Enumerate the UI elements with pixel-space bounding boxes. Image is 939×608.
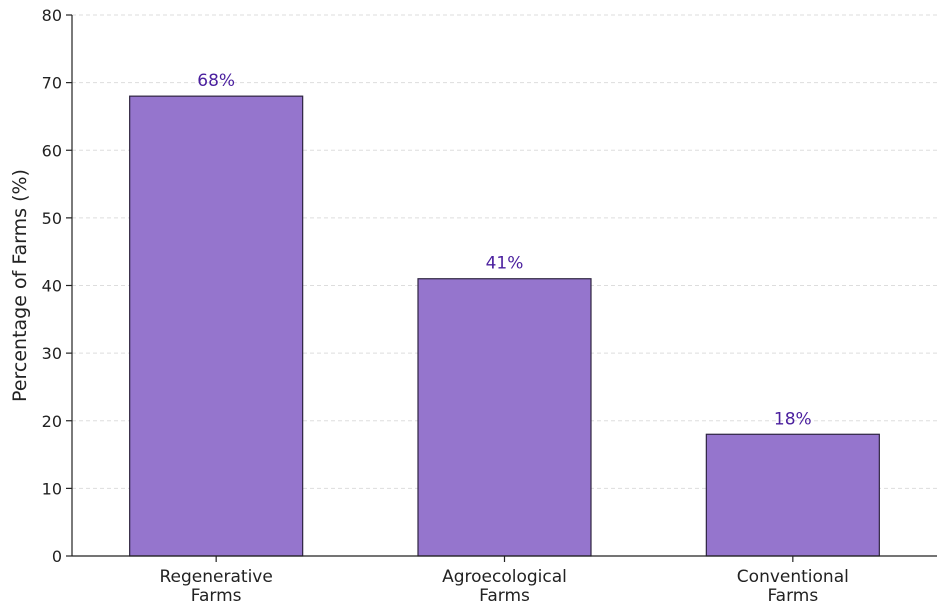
x-tick-label: Agroecological [442, 567, 567, 587]
y-tick-label: 40 [42, 277, 62, 296]
bar [129, 95, 304, 557]
x-tick-label: Conventional [737, 567, 849, 587]
y-tick-label: 50 [42, 209, 62, 228]
bar [705, 433, 880, 557]
x-axis-ticks: RegenerativeFarmsAgroecologicalFarmsConv… [160, 556, 849, 606]
bar-value-label: 18% [774, 409, 812, 429]
x-tick-label: Farms [191, 586, 242, 606]
value-labels: 68% 41% 18% [197, 71, 811, 429]
y-axis-title: Percentage of Farms (%) [9, 169, 31, 402]
y-tick-label: 60 [42, 141, 62, 160]
bars [129, 95, 880, 557]
y-tick-label: 10 [42, 479, 62, 498]
bar-value-label: 68% [197, 71, 235, 91]
x-tick-label: Farms [767, 586, 818, 606]
bar-value-label: 41% [486, 254, 524, 274]
y-tick-label: 30 [42, 344, 62, 363]
y-tick-label: 20 [42, 412, 62, 431]
y-axis-ticks: 0 10 20 30 40 50 60 70 80 [42, 6, 72, 566]
y-tick-label: 70 [42, 74, 62, 93]
x-tick-label: Farms [479, 586, 530, 606]
bar [417, 278, 592, 557]
y-tick-label: 0 [52, 547, 62, 566]
y-tick-label: 80 [42, 6, 62, 25]
x-tick-label: Regenerative [160, 567, 273, 587]
